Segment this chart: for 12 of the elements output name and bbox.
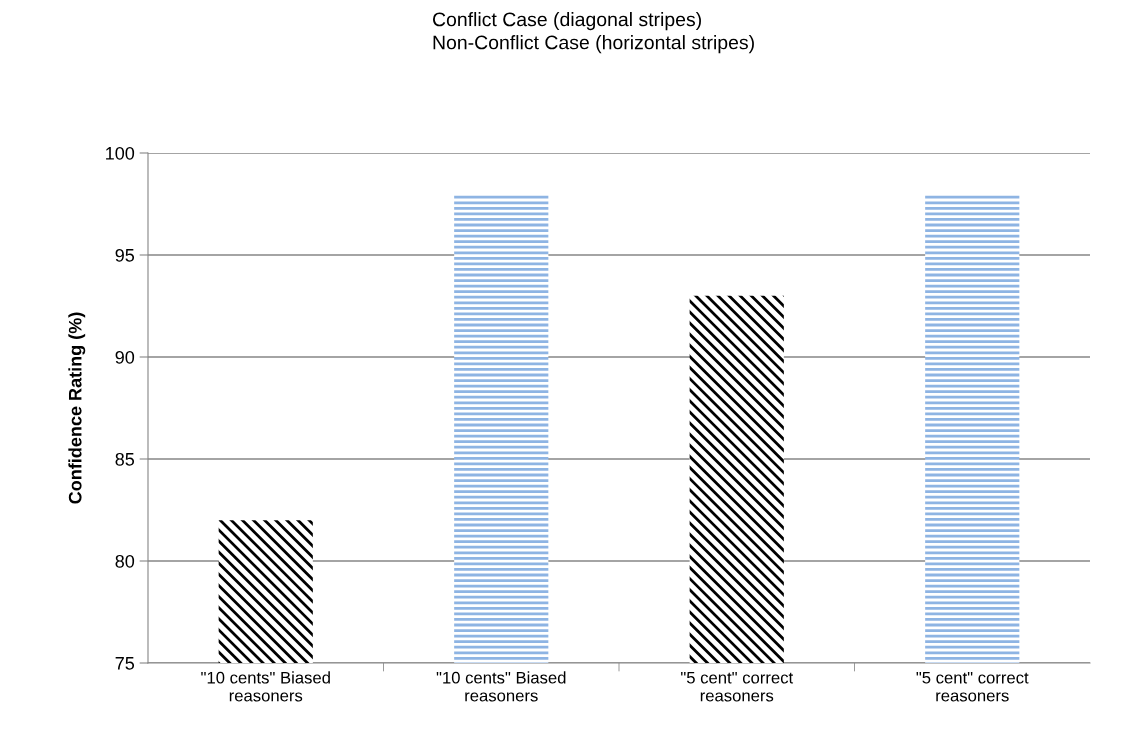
y-axis-title: Confidence Rating (%) — [68, 312, 86, 504]
x-tick-label: "5 cent" correct reasoners — [681, 671, 794, 702]
y-tick-label: 85 — [115, 452, 135, 466]
x-tick-label: "10 cents" Biased reasoners — [436, 671, 566, 702]
y-tick-label: 80 — [115, 554, 135, 568]
x-tick-label: "5 cent" correct reasoners — [916, 671, 1029, 702]
y-tick-label: 90 — [115, 350, 135, 364]
chart-title: Conflict Case (diagonal stripes) Non-Conflict Case (horizontal stripes) — [432, 12, 754, 54]
y-tick-label: 75 — [115, 657, 135, 670]
x-tick-label: "10 cents" Biased reasoners — [201, 671, 330, 702]
y-tick-label: 95 — [115, 248, 135, 262]
y-tick-label: 100 — [106, 146, 135, 160]
